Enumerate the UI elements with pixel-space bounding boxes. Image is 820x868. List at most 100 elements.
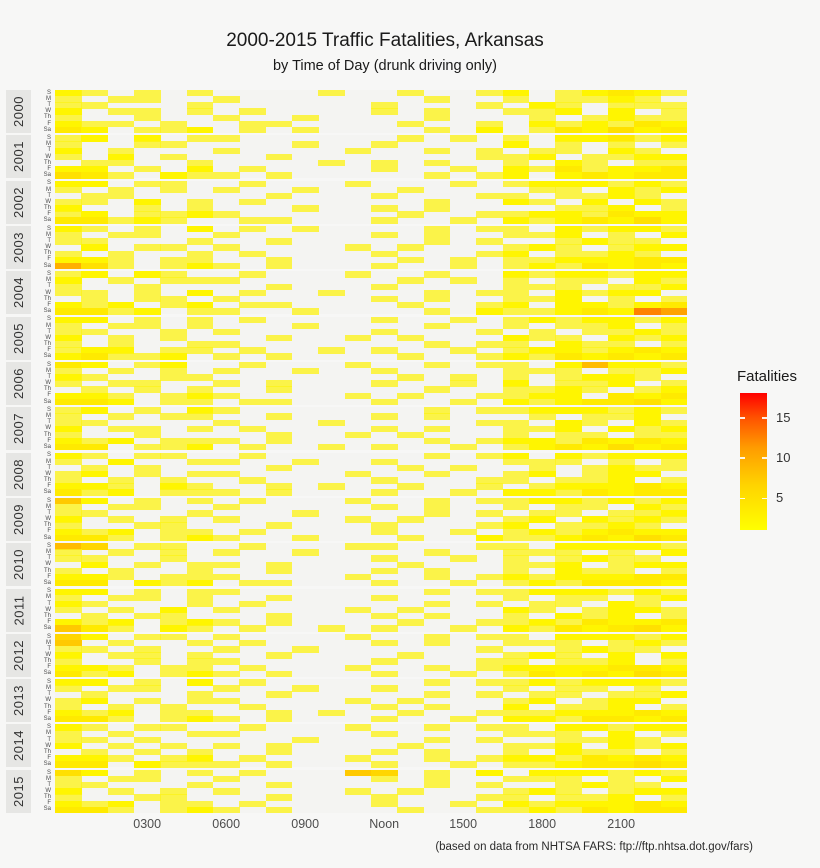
heatmap-cell <box>186 573 214 581</box>
heatmap-cell <box>608 205 635 212</box>
heatmap-cell <box>344 147 372 154</box>
heatmap-cell <box>608 250 635 257</box>
heatmap-cell <box>371 444 398 451</box>
heatmap-cell <box>581 374 609 381</box>
heatmap-cell <box>529 147 556 154</box>
heatmap-cell <box>502 437 530 445</box>
heatmap-cell <box>476 534 503 542</box>
heatmap-cell <box>371 205 398 212</box>
heatmap-cell <box>186 769 214 777</box>
day-label: F <box>47 619 51 626</box>
day-label: T <box>47 691 51 698</box>
heatmap-cell <box>529 271 556 278</box>
heatmap-cell <box>660 658 688 665</box>
heatmap-cell <box>555 452 582 459</box>
heatmap-cell <box>660 794 688 801</box>
heatmap-cell <box>555 238 582 245</box>
facet-panel-2001 <box>55 135 688 179</box>
heatmap-cell <box>581 271 609 278</box>
heatmap-cell <box>529 549 556 556</box>
heatmap-cell <box>581 96 609 103</box>
heatmap-cell <box>134 283 161 290</box>
heatmap-cell <box>160 625 187 632</box>
heatmap-cell <box>581 516 609 523</box>
day-label: F <box>47 165 51 172</box>
heatmap-cell <box>555 262 582 270</box>
heatmap-cell <box>555 444 582 451</box>
heatmap-cell <box>107 567 135 575</box>
heatmap-cell <box>581 483 609 490</box>
heatmap-cell <box>660 769 688 777</box>
heatmap-cell <box>581 444 609 451</box>
heatmap-cell <box>265 567 293 575</box>
heatmap-cell <box>107 625 135 632</box>
heatmap-cell <box>660 639 688 647</box>
heatmap-cell <box>239 120 266 128</box>
day-label: Th <box>43 658 51 665</box>
heatmap-cell <box>186 199 214 206</box>
heatmap-cell <box>186 528 214 535</box>
heatmap-cell <box>634 398 661 406</box>
heatmap-cell <box>186 806 214 814</box>
heatmap-cell <box>634 522 661 529</box>
heatmap-cell <box>371 685 398 692</box>
heatmap-cell <box>186 470 214 478</box>
day-label: T <box>47 192 51 199</box>
heatmap-cell <box>55 483 82 490</box>
heatmap-cell <box>476 709 503 717</box>
heatmap-cell <box>581 761 609 768</box>
heatmap-cell <box>555 703 582 711</box>
heatmap-cell <box>107 755 135 762</box>
heatmap-cell <box>608 600 635 608</box>
heatmap-cell <box>555 102 582 109</box>
heatmap-cell <box>608 483 635 490</box>
heatmap-cell <box>81 613 108 620</box>
heatmap-cell <box>502 199 530 206</box>
heatmap-cell <box>634 386 661 393</box>
heatmap-cell <box>213 380 240 387</box>
day-label: S <box>46 724 51 731</box>
heatmap-cell <box>55 301 82 309</box>
heatmap-cell <box>134 749 161 756</box>
heatmap-cell <box>81 573 108 581</box>
day-label: W <box>45 516 51 523</box>
heatmap-cell <box>608 613 635 620</box>
heatmap-cell <box>529 316 556 323</box>
heatmap-cell <box>371 477 398 484</box>
heatmap-cell <box>55 516 82 523</box>
heatmap-cell <box>581 166 609 173</box>
heatmap-cell <box>608 166 635 173</box>
heatmap-cell <box>397 135 424 142</box>
heatmap-cell <box>134 232 161 239</box>
heatmap-cell <box>107 730 135 737</box>
heatmap-cell <box>634 646 661 653</box>
heatmap-cell <box>555 600 582 608</box>
heatmap-cell <box>529 497 556 505</box>
heatmap-cell <box>634 483 661 490</box>
heatmap-cell <box>107 335 135 342</box>
heatmap-cell <box>81 510 108 517</box>
day-label: F <box>47 754 51 761</box>
heatmap-cell <box>634 452 661 459</box>
heatmap-cell <box>371 232 398 239</box>
heatmap-cell <box>186 256 214 264</box>
heatmap-cell <box>81 407 108 414</box>
day-label: Sa <box>43 806 51 813</box>
heatmap-cell <box>660 716 688 723</box>
day-label: S <box>46 135 51 142</box>
heatmap-cell <box>55 335 82 342</box>
heatmap-cell <box>634 419 661 426</box>
heatmap-cell <box>634 172 661 179</box>
heatmap-cell <box>634 250 661 257</box>
heatmap-cell <box>344 516 372 523</box>
heatmap-cell <box>186 664 214 671</box>
heatmap-cell <box>608 347 635 354</box>
heatmap-cell <box>81 709 108 717</box>
heatmap-cell <box>608 730 635 737</box>
day-label: Th <box>43 703 51 710</box>
heatmap-cell <box>81 166 108 173</box>
legend-tick-label: 10 <box>776 449 791 465</box>
heatmap-cell <box>502 652 530 659</box>
heatmap-cell <box>371 800 398 807</box>
heatmap-cell <box>160 543 187 550</box>
